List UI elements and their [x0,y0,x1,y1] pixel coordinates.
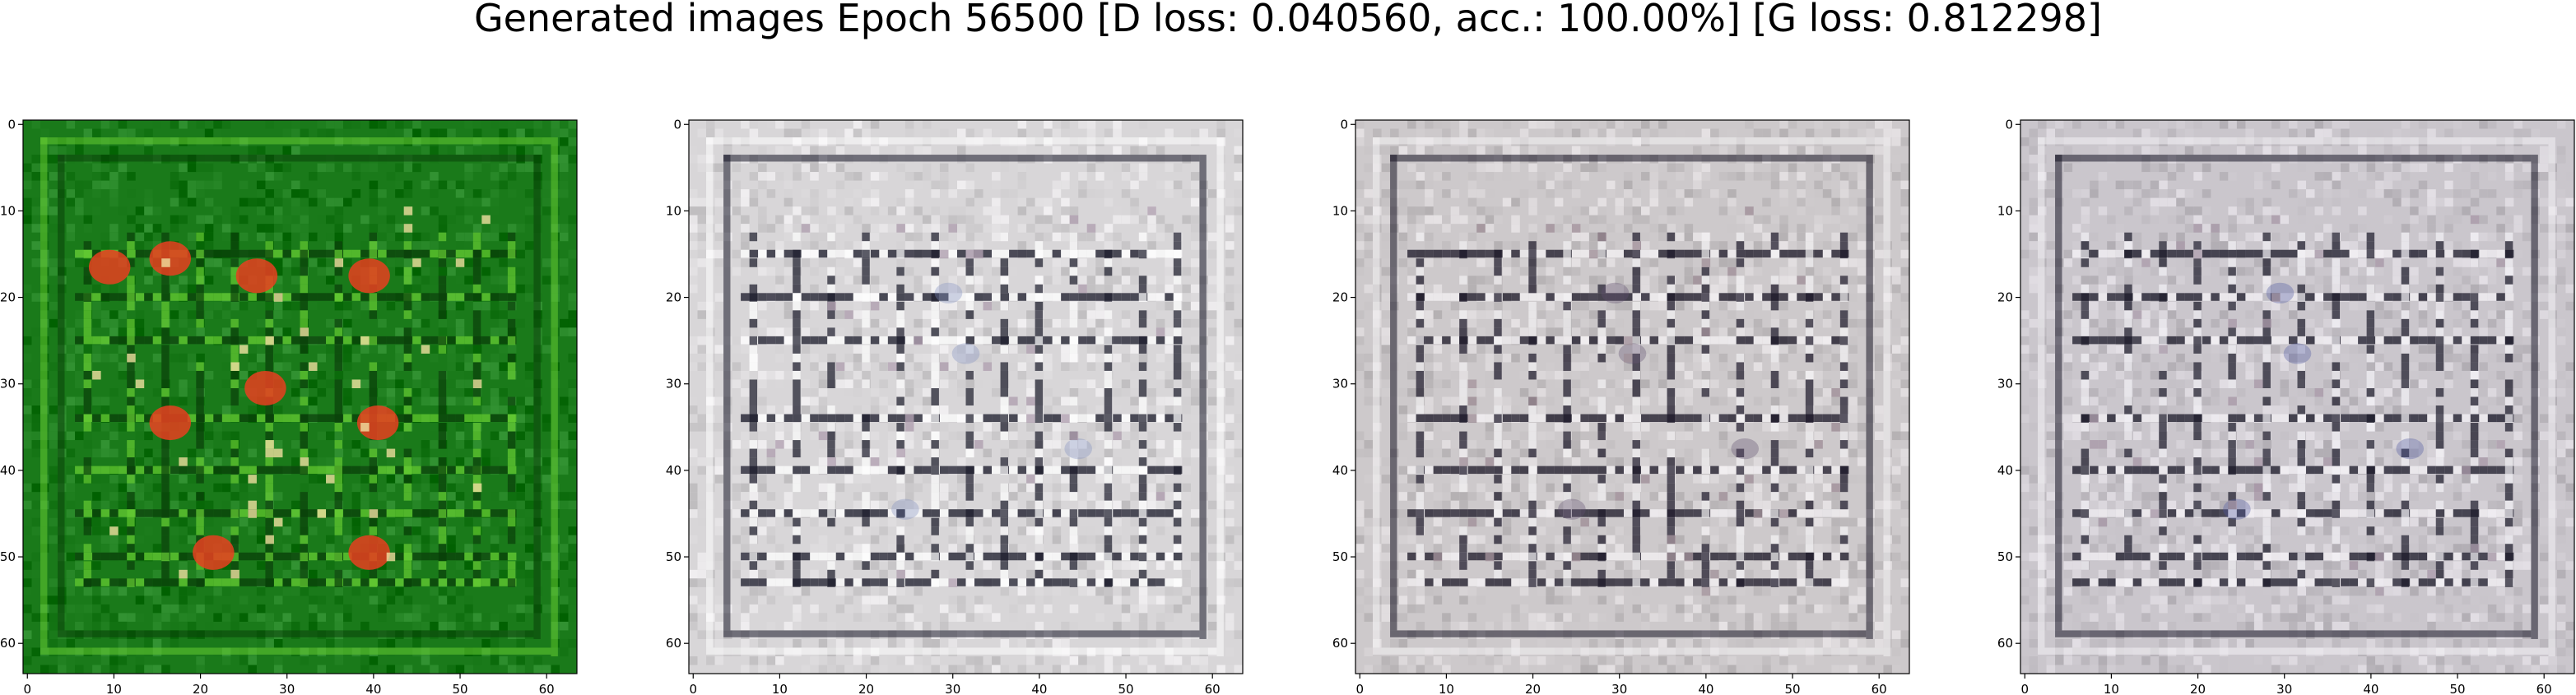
y-tick-label: 60 [0,636,16,651]
x-tick-label: 50 [452,682,467,695]
x-tick-label: 10 [106,682,122,695]
x-tick-label: 20 [1525,682,1541,695]
x-tick-label: 0 [23,682,31,695]
x-tick-label: 30 [2276,682,2292,695]
y-tick-label: 50 [1332,549,1348,564]
y-tick-label: 10 [666,203,681,218]
x-tick-label: 10 [2104,682,2119,695]
y-tick-label: 50 [0,549,16,564]
x-tick-label: 0 [689,682,697,695]
x-tick-label: 50 [2449,682,2465,695]
x-tick-label: 40 [2363,682,2378,695]
x-tick-label: 20 [2190,682,2206,695]
x-tick-label: 0 [1355,682,1364,695]
y-tick-label: 50 [666,549,681,564]
y-tick-label: 20 [666,290,681,305]
x-tick-label: 40 [1031,682,1047,695]
x-tick-label: 50 [1118,682,1133,695]
x-tick-label: 20 [858,682,874,695]
y-tick-label: 10 [1997,203,2013,218]
x-tick-label: 40 [1698,682,1713,695]
x-tick-label: 30 [945,682,960,695]
y-tick-label: 60 [1997,636,2013,651]
y-tick-label: 20 [0,290,16,305]
image-pixels [689,120,1243,674]
y-tick-label: 20 [1332,290,1348,305]
y-tick-label: 60 [666,636,681,651]
x-tick-label: 50 [1784,682,1800,695]
y-tick-label: 0 [7,117,16,132]
image-pixels [2020,120,2574,674]
figure-title: Generated images Epoch 56500 [D loss: 0.… [473,0,2103,40]
image-pixels [1355,120,1909,674]
y-tick-label: 30 [0,377,16,392]
y-tick-label: 40 [666,463,681,478]
x-tick-label: 30 [1611,682,1627,695]
x-tick-label: 20 [193,682,208,695]
image-pixels [23,120,577,674]
y-tick-label: 0 [673,117,681,132]
x-tick-label: 60 [1205,682,1221,695]
y-tick-label: 20 [1997,290,2013,305]
axes-frame [22,119,578,674]
axes-frame [2020,119,2575,674]
y-tick-label: 10 [1332,203,1348,218]
y-tick-label: 30 [666,377,681,392]
x-tick-label: 10 [1439,682,1454,695]
y-tick-label: 40 [0,463,16,478]
x-tick-label: 60 [2536,682,2552,695]
y-tick-label: 50 [1997,549,2013,564]
x-tick-label: 10 [772,682,788,695]
x-tick-label: 60 [539,682,555,695]
y-tick-label: 60 [1332,636,1348,651]
x-tick-label: 60 [1872,682,1887,695]
generated-image-1: 0 0 10 10 20 20 30 30 40 40 50 50 60 60 [0,117,578,695]
y-tick-label: 40 [1997,463,2013,478]
generated-image-2: 0 0 10 10 20 20 30 30 40 40 50 50 60 60 [666,117,1244,695]
y-tick-label: 40 [1332,463,1348,478]
generated-image-4: 0 0 10 10 20 20 30 30 40 40 50 50 60 60 [1997,117,2575,695]
axes-frame [1355,119,1910,674]
y-tick-label: 30 [1997,377,2013,392]
y-tick-label: 30 [1332,377,1348,392]
x-tick-label: 30 [279,682,295,695]
y-tick-label: 10 [0,203,16,218]
axes-frame [688,119,1244,674]
y-tick-label: 0 [1340,117,1348,132]
x-tick-label: 40 [365,682,381,695]
generated-image-3: 0 0 10 10 20 20 30 30 40 40 50 50 60 60 [1332,117,1910,695]
x-tick-label: 0 [2020,682,2029,695]
y-tick-label: 0 [2005,117,2013,132]
